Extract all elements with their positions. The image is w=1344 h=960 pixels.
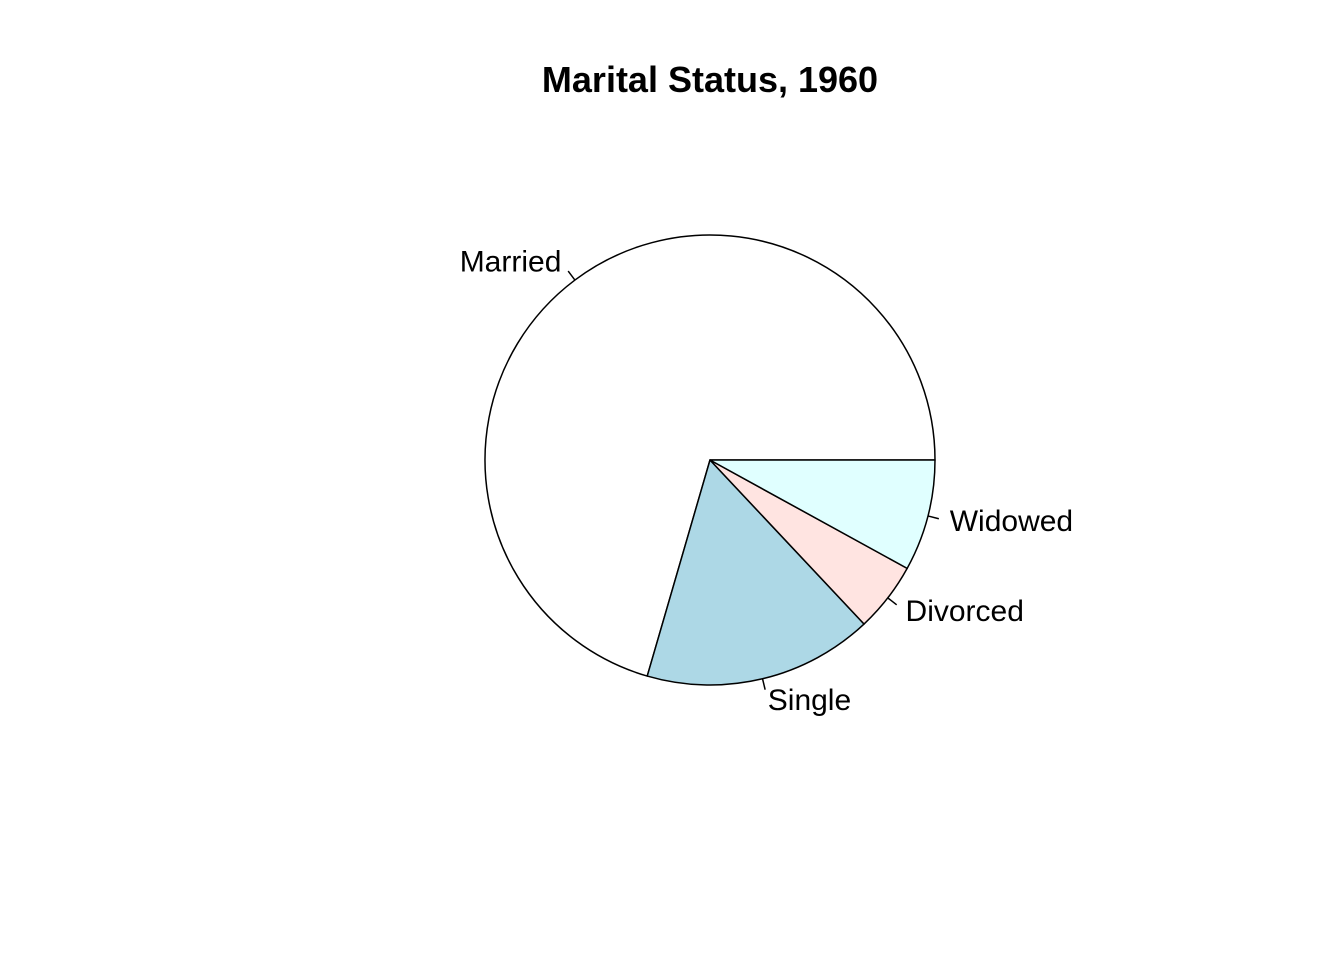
pie-label-single: Single (768, 684, 851, 717)
pie-label-widowed: Widowed (950, 505, 1073, 538)
pie-label-divorced: Divorced (906, 595, 1024, 628)
pie-slice-married (484, 234, 936, 677)
pie-slice-single (646, 459, 865, 686)
leader-line-widowed (927, 515, 940, 520)
leader-line-married (567, 270, 576, 281)
leader-line-divorced (887, 597, 898, 606)
pie-slice-widowed (709, 459, 936, 570)
pie-labels: Married Single Divorced Widowed (460, 246, 1073, 718)
pie-slices (484, 234, 936, 686)
pie-leader-lines (567, 270, 940, 690)
leader-line-single (761, 678, 766, 690)
chart-title: Marital Status, 1960 (542, 59, 878, 100)
pie-label-married: Married (460, 246, 562, 279)
